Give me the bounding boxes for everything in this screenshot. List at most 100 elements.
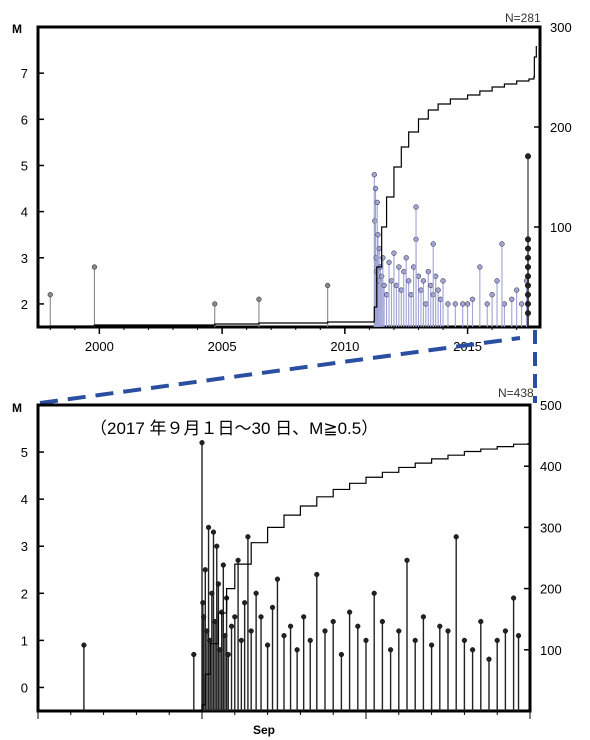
point-recent — [509, 296, 515, 302]
ytick-label: 2 — [21, 586, 28, 601]
point-events — [420, 614, 427, 620]
point-events — [205, 524, 212, 531]
point-recent — [415, 273, 422, 279]
point-events — [347, 609, 353, 615]
lower-count-label: N=438 — [498, 386, 534, 400]
point-recent — [403, 255, 409, 261]
point-events — [210, 529, 217, 535]
zoom-connector-left — [39, 336, 521, 405]
y2tick-label: 500 — [540, 398, 562, 413]
point-events — [330, 618, 336, 625]
point-events — [248, 628, 254, 634]
point-recent — [420, 278, 426, 284]
point-recent — [383, 292, 390, 298]
point-recent — [386, 259, 392, 265]
point-recent — [410, 264, 417, 270]
point-events — [235, 557, 241, 563]
point-events — [228, 623, 235, 629]
point-events — [388, 647, 394, 653]
point-events — [486, 656, 492, 662]
xtick-label: 2000 — [85, 339, 114, 354]
point-recent — [494, 278, 500, 284]
point-recent — [393, 282, 399, 289]
point-events — [269, 604, 276, 611]
point-events — [225, 651, 231, 658]
point-recent — [418, 287, 424, 293]
y2tick-label: 300 — [550, 20, 572, 35]
point-recent — [406, 278, 412, 284]
upper-series-group — [38, 46, 537, 328]
point-events — [404, 557, 410, 563]
point-events — [322, 628, 328, 634]
point-events — [314, 571, 320, 578]
point-events — [494, 637, 500, 643]
point-highlight — [525, 282, 532, 289]
point-events — [199, 440, 205, 446]
point-recent — [372, 185, 379, 192]
point-events — [429, 642, 435, 648]
point-recent — [489, 292, 495, 298]
ytick-label: 4 — [21, 492, 28, 507]
point-recent — [445, 301, 451, 307]
y2tick-label: 300 — [540, 520, 562, 535]
upper-axes-group: 2345671002003002000200520102015 — [21, 20, 572, 354]
ytick-label: 3 — [21, 251, 28, 266]
ytick-label: 0 — [21, 680, 28, 695]
point-events — [437, 623, 443, 629]
point-events — [294, 647, 300, 653]
point-older — [325, 282, 331, 289]
ytick-label: 1 — [21, 633, 28, 648]
point-recent — [372, 218, 378, 224]
point-older — [256, 296, 262, 302]
point-events — [191, 651, 197, 658]
point-highlight — [525, 310, 532, 317]
y2tick-label: 100 — [540, 643, 562, 658]
upper-chart: 2345671002003002000200520102015 M N=281 — [12, 11, 572, 354]
point-recent — [428, 282, 434, 289]
point-highlight — [525, 291, 532, 298]
point-recent — [413, 204, 419, 210]
point-recent — [514, 287, 520, 293]
point-events — [287, 623, 294, 629]
upper-plot-frame — [36, 25, 542, 329]
ytick-label: 5 — [21, 158, 28, 173]
point-events — [242, 600, 248, 606]
y2tick-label: 200 — [540, 582, 562, 597]
point-recent — [391, 250, 397, 256]
cumulative-line — [38, 442, 529, 712]
point-recent — [408, 292, 414, 298]
point-events — [515, 633, 522, 639]
point-events — [81, 642, 87, 648]
point-events — [301, 614, 307, 620]
y2tick-label: 400 — [540, 459, 562, 474]
point-recent — [499, 241, 505, 247]
point-highlight — [525, 153, 532, 160]
point-events — [245, 534, 251, 540]
point-events — [510, 595, 517, 601]
point-recent — [433, 273, 439, 279]
xtick-label: 2010 — [330, 339, 359, 354]
point-highlight — [525, 254, 532, 261]
point-recent — [381, 282, 387, 289]
point-recent — [484, 301, 490, 307]
point-events — [202, 567, 208, 573]
point-events — [355, 623, 361, 629]
point-recent — [469, 296, 476, 302]
point-recent — [371, 172, 377, 178]
point-events — [258, 614, 264, 620]
upper-ylabel: M — [12, 22, 22, 36]
point-events — [470, 647, 476, 653]
point-older — [47, 292, 53, 298]
point-older — [91, 264, 98, 270]
y2tick-label: 100 — [550, 220, 572, 235]
point-recent — [501, 301, 508, 307]
point-events — [461, 637, 468, 643]
point-highlight — [525, 245, 532, 252]
point-recent — [398, 287, 404, 293]
point-events — [232, 614, 238, 620]
lower-ylabel: M — [12, 401, 22, 415]
point-events — [478, 618, 484, 625]
lower-subtitle: （2017 年９月１日～30 日、M≧0.5） — [90, 419, 378, 438]
lower-axes-group: 0 1 2 3 4 5 100 200 300 400 500 — [21, 398, 562, 719]
